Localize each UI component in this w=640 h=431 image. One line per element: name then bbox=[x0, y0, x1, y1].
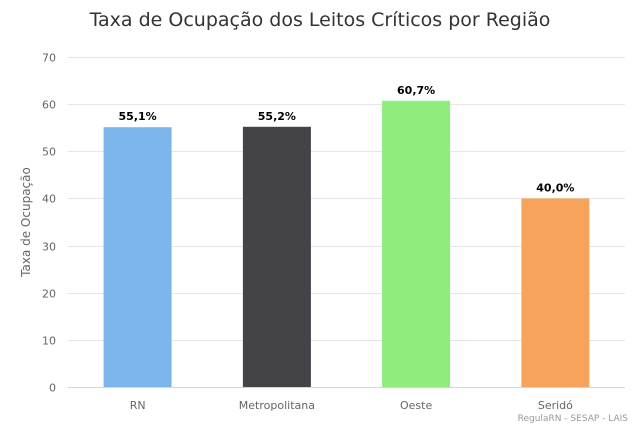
y-tick-label: 20 bbox=[42, 288, 56, 301]
y-tick-label: 30 bbox=[42, 241, 56, 254]
y-tick-label: 40 bbox=[42, 193, 56, 206]
y-axis-title: Taxa de Ocupação bbox=[19, 167, 33, 278]
y-tick-label: 50 bbox=[42, 146, 56, 159]
y-tick-label: 70 bbox=[42, 52, 56, 65]
y-tick-label: 0 bbox=[49, 382, 56, 395]
x-tick-label: Seridó bbox=[538, 399, 573, 412]
data-label: 55,2% bbox=[258, 110, 296, 123]
x-tick-label: Oeste bbox=[400, 399, 432, 412]
y-tick-label: 60 bbox=[42, 99, 56, 112]
y-tick-label: 10 bbox=[42, 335, 56, 348]
x-tick-label: RN bbox=[130, 399, 146, 412]
bar-metropolitana[interactable] bbox=[242, 126, 311, 388]
x-axis-ticks: RN Metropolitana Oeste Seridó bbox=[130, 399, 573, 412]
data-label: 40,0% bbox=[536, 181, 574, 194]
x-tick-label: Metropolitana bbox=[239, 399, 315, 412]
bar-serido[interactable] bbox=[521, 198, 590, 387]
bar-oeste[interactable] bbox=[382, 100, 451, 388]
data-label: 60,7% bbox=[397, 84, 435, 97]
chart-title: Taxa de Ocupação dos Leitos Críticos por… bbox=[89, 9, 551, 31]
data-label: 55,1% bbox=[119, 110, 157, 123]
bar-rn[interactable] bbox=[103, 127, 172, 387]
data-labels: 55,1% 55,2% 60,7% 40,0% bbox=[119, 84, 575, 195]
bars bbox=[103, 100, 590, 388]
credits-text: RegulaRN - SESAP - LAIS bbox=[518, 414, 629, 424]
y-axis-ticks: 0 10 20 30 40 50 60 70 bbox=[42, 52, 56, 395]
